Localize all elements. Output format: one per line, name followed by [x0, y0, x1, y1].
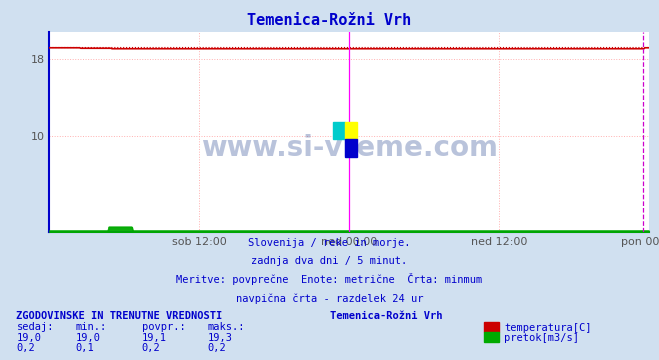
- Text: sedaj:: sedaj:: [16, 323, 54, 333]
- Text: 19,1: 19,1: [142, 333, 167, 343]
- Text: 19,0: 19,0: [16, 333, 42, 343]
- Text: povpr.:: povpr.:: [142, 323, 185, 333]
- Text: ZGODOVINSKE IN TRENUTNE VREDNOSTI: ZGODOVINSKE IN TRENUTNE VREDNOSTI: [16, 311, 223, 321]
- Text: temperatura[C]: temperatura[C]: [504, 323, 592, 333]
- Text: www.si-vreme.com: www.si-vreme.com: [201, 134, 498, 162]
- Text: Meritve: povprečne  Enote: metrične  Črta: minmum: Meritve: povprečne Enote: metrične Črta:…: [177, 273, 482, 285]
- Text: min.:: min.:: [76, 323, 107, 333]
- Text: pretok[m3/s]: pretok[m3/s]: [504, 333, 579, 343]
- Text: 0,2: 0,2: [208, 343, 226, 354]
- Text: maks.:: maks.:: [208, 323, 245, 333]
- Text: 19,0: 19,0: [76, 333, 101, 343]
- Text: navpična črta - razdelek 24 ur: navpična črta - razdelek 24 ur: [236, 293, 423, 304]
- Text: Temenica-Rožni Vrh: Temenica-Rožni Vrh: [330, 311, 442, 321]
- Text: 0,2: 0,2: [16, 343, 35, 354]
- Text: 19,3: 19,3: [208, 333, 233, 343]
- Text: 0,2: 0,2: [142, 343, 160, 354]
- Text: 0,1: 0,1: [76, 343, 94, 354]
- Text: Slovenija / reke in morje.: Slovenija / reke in morje.: [248, 238, 411, 248]
- Text: zadnja dva dni / 5 minut.: zadnja dva dni / 5 minut.: [251, 256, 408, 266]
- Text: Temenica-Rožni Vrh: Temenica-Rožni Vrh: [247, 13, 412, 28]
